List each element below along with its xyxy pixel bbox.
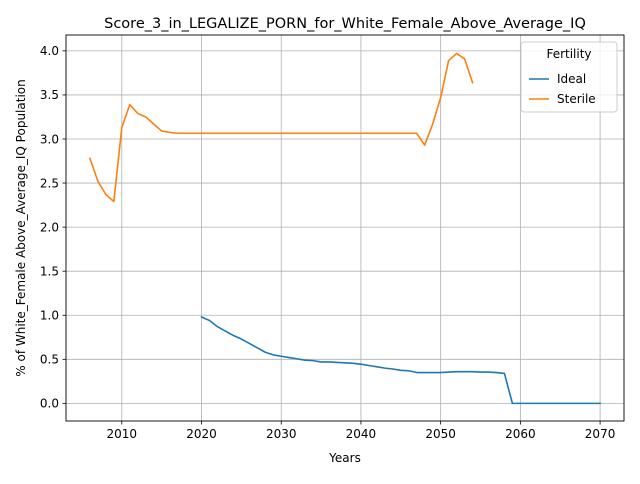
legend-label-sterile: Sterile xyxy=(557,92,596,106)
chart-title: Score_3_in_LEGALIZE_PORN_for_White_Femal… xyxy=(104,16,586,32)
x-tick-label: 2050 xyxy=(425,427,456,441)
legend-title: Fertility xyxy=(546,47,591,61)
x-tick-label: 2070 xyxy=(585,427,616,441)
y-tick-label: 1.0 xyxy=(40,309,59,323)
x-tick-label: 2060 xyxy=(505,427,536,441)
y-tick-label: 0.0 xyxy=(40,397,59,411)
x-tick-label: 2010 xyxy=(107,427,138,441)
x-tick-label: 2030 xyxy=(266,427,297,441)
x-tick-label: 2020 xyxy=(186,427,217,441)
legend-label-ideal: Ideal xyxy=(557,72,586,86)
legend: Fertility Ideal Sterile xyxy=(521,42,617,112)
y-tick-label: 1.5 xyxy=(40,264,59,278)
y-tick-label: 0.5 xyxy=(40,353,59,367)
y-tick-label: 4.0 xyxy=(40,44,59,58)
y-tick-label: 3.0 xyxy=(40,132,59,146)
y-tick-label: 3.5 xyxy=(40,88,59,102)
y-tick-label: 2.5 xyxy=(40,176,59,190)
x-tick-label: 2040 xyxy=(346,427,377,441)
y-tick-label: 2.0 xyxy=(40,220,59,234)
x-axis-label: Years xyxy=(328,451,361,465)
y-axis-label: % of White_Female Above_Average_IQ Popul… xyxy=(14,79,28,376)
